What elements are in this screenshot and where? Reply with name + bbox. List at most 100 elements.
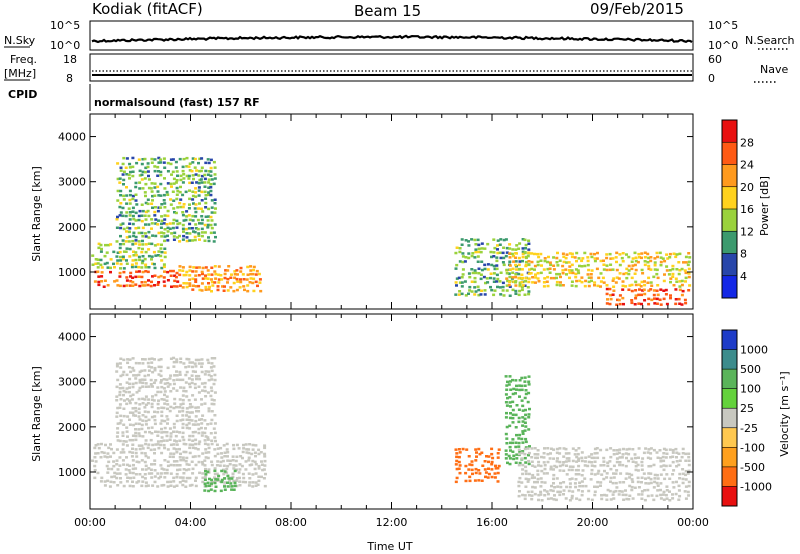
heatmap-cell [662,468,666,472]
heatmap-cell [125,456,128,459]
heatmap-cell [599,285,602,288]
heatmap-cell [643,263,647,267]
heatmap-cell [624,493,628,497]
heatmap-cell [141,255,145,258]
heatmap-cell [131,447,134,450]
heatmap-cell [596,251,599,255]
heatmap-cell [116,484,120,487]
heatmap-cell [552,482,555,485]
heatmap-cell [173,397,177,401]
heatmap-cell [169,480,173,484]
heatmap-cell [625,448,629,451]
heatmap-cell [546,492,550,496]
heatmap-cell [455,263,459,267]
heatmap-cell [669,277,673,280]
heatmap-cell [191,365,194,369]
heatmap-cell [166,182,170,185]
power-x-ticks [89,114,694,309]
heatmap-cell [118,250,122,254]
heatmap-cell [188,427,192,430]
heatmap-cell [549,452,552,455]
heatmap-cell [175,186,179,190]
heatmap-cell [502,263,506,267]
heatmap-cell [509,441,512,445]
heatmap-cell [215,472,219,476]
heatmap-cell [116,427,120,430]
heatmap-cell [222,472,226,476]
heatmap-cell [558,490,562,494]
heatmap-cell [172,285,176,288]
heatmap-cell [655,268,659,272]
heatmap-cell [454,293,458,296]
heatmap-cell [653,264,657,267]
heatmap-cell [542,452,546,455]
heatmap-cell [160,266,164,270]
heatmap-cell [484,281,487,285]
heatmap-cell [231,455,235,458]
heatmap-cell [568,276,571,280]
heatmap-cell [234,464,238,467]
heatmap-cell [678,280,682,283]
heatmap-cell [188,232,192,235]
heatmap-cell [206,226,210,229]
heatmap-cell [200,418,204,421]
heatmap-cell [518,395,521,398]
heatmap-cell [262,477,266,480]
heatmap-cell [659,256,663,259]
heatmap-cell [171,226,175,230]
heatmap-cell [125,186,128,189]
heatmap-cell [518,289,522,293]
heatmap-cell [140,219,144,223]
heatmap-cell [605,268,609,272]
heatmap-cell [153,369,157,372]
heatmap-cell [125,284,129,287]
heatmap-cell [188,434,192,438]
heatmap-cell [467,252,471,255]
heatmap-cell [129,275,132,278]
heatmap-cell [163,255,167,259]
heatmap-cell [210,418,214,422]
heatmap-cell [517,452,521,456]
nave-tick-high: 60 [708,53,722,66]
heatmap-cell [565,457,569,460]
heatmap-cell [116,378,120,382]
heatmap-cell [615,251,619,255]
heatmap-cell [631,460,635,463]
heatmap-cell [671,460,675,464]
heatmap-cell [146,283,150,287]
heatmap-cell [640,481,643,484]
heatmap-cell [182,438,186,442]
heatmap-cell [653,477,657,480]
heatmap-cell [258,281,262,284]
heatmap-cell [217,474,221,478]
heatmap-cell [181,414,185,417]
heatmap-cell [203,489,207,492]
heatmap-cell [526,447,530,450]
heatmap-cell [118,403,122,406]
heatmap-cell [213,270,217,273]
heatmap-cell [150,402,154,406]
heatmap-cell [255,269,259,273]
heatmap-cell [457,460,461,464]
heatmap-cell [131,284,135,287]
heatmap-cell [122,227,126,231]
heatmap-cell [138,243,142,246]
heatmap-cell [230,273,233,276]
heatmap-cell [618,263,622,267]
heatmap-cell [684,276,688,280]
heatmap-cell [470,463,474,467]
heatmap-cell [194,191,198,194]
heatmap-cell [100,275,104,278]
heatmap-cell [686,472,690,475]
heatmap-cell [200,403,204,406]
heatmap-cell [627,264,631,268]
heatmap-cell [603,493,606,497]
heatmap-cell [505,251,509,254]
heatmap-cell [140,250,144,254]
heatmap-cell [194,484,198,488]
heatmap-cell [187,438,191,442]
heatmap-cell [505,411,508,415]
heatmap-cell [546,460,550,464]
heatmap-cell [508,280,512,284]
heatmap-cell [533,480,536,484]
